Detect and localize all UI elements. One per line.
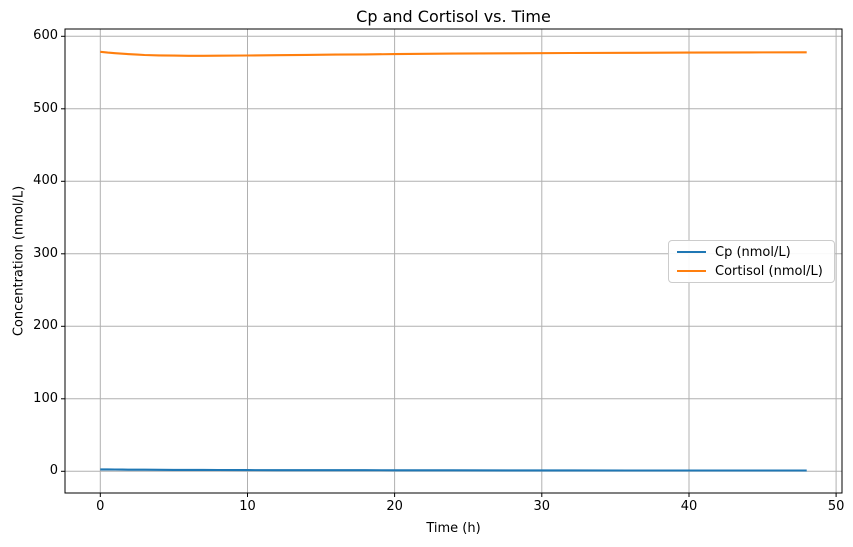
chart-title: Cp and Cortisol vs. Time: [356, 7, 551, 26]
x-tick-label: 20: [386, 499, 403, 514]
y-tick-label: 300: [33, 245, 58, 261]
x-tick-label: 10: [239, 499, 256, 514]
series-line-1: [100, 50, 807, 57]
y-tick-label: 200: [33, 318, 58, 334]
y-axis-label: Concentration (nmol/L): [11, 185, 27, 337]
x-tick-label: 30: [533, 499, 551, 514]
x-tick-label: 0: [96, 499, 105, 514]
x-tick-label: 50: [827, 499, 845, 514]
y-tick-label: 0: [49, 463, 58, 479]
legend-line-icon: [677, 251, 706, 253]
legend-item: Cp (nmol/L): [677, 244, 826, 261]
y-tick-label: 400: [33, 173, 58, 189]
x-axis-label: Time (h): [426, 521, 481, 536]
legend: Cp (nmol/L) Cortisol (nmol/L): [668, 240, 835, 283]
y-tick-label: 600: [33, 28, 58, 44]
series-line-0: [100, 468, 807, 472]
x-tick-label: 40: [680, 499, 698, 514]
legend-item: Cortisol (nmol/L): [677, 263, 826, 280]
y-tick-label: 500: [33, 100, 58, 116]
axes-frame: [64, 28, 843, 494]
legend-line-icon: [677, 270, 706, 272]
y-tick-label: 100: [33, 390, 58, 406]
legend-label: Cp (nmol/L): [715, 244, 791, 260]
legend-label: Cortisol (nmol/L): [715, 263, 823, 279]
